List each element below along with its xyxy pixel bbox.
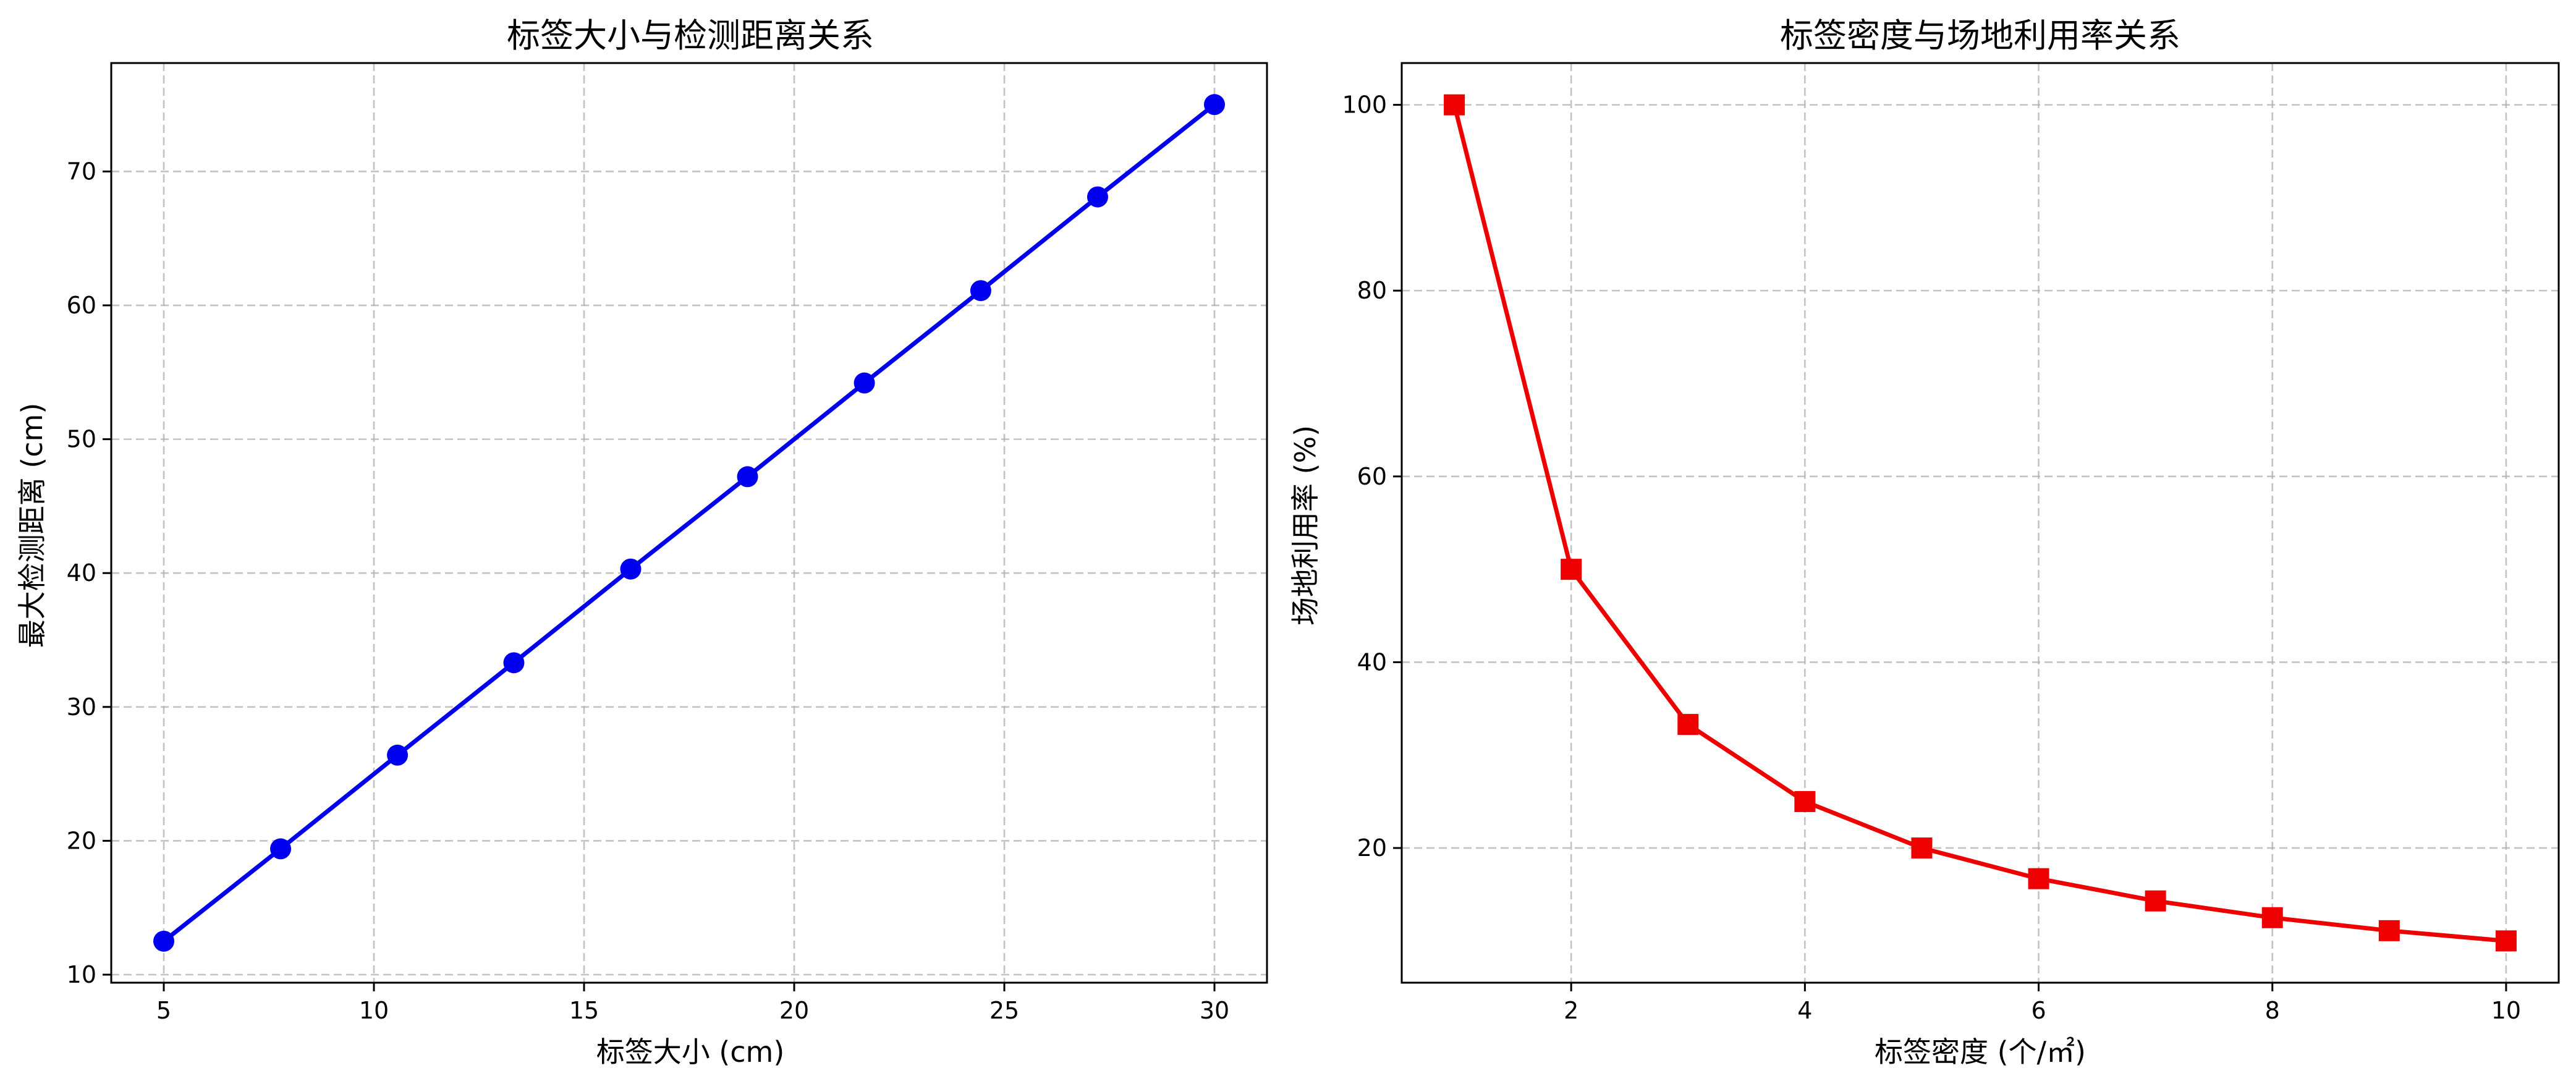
y-tick-label: 20 bbox=[67, 827, 96, 854]
plot-frame bbox=[1400, 62, 2560, 984]
data-point bbox=[1444, 94, 1465, 116]
data-point bbox=[737, 466, 758, 488]
data-point bbox=[2378, 920, 2400, 941]
grid bbox=[111, 63, 1267, 983]
data-point bbox=[620, 558, 642, 580]
y-axis-label: 场地利用率 (%) bbox=[1289, 425, 1322, 625]
y-axis-label: 最大检测距离 (cm) bbox=[15, 403, 49, 648]
y-tick-label: 100 bbox=[1342, 91, 1387, 119]
data-point bbox=[970, 280, 991, 302]
axis-ticks: 2 4 6 8 10 20 40 60 80 100 bbox=[1342, 91, 2521, 1024]
x-tick-label: 4 bbox=[1797, 997, 1812, 1024]
axis-ticks: 5 10 15 20 25 30 10 20 30 40 50 60 70 bbox=[67, 158, 1230, 1024]
y-tick-label: 10 bbox=[67, 961, 96, 988]
x-tick-label: 25 bbox=[989, 997, 1019, 1024]
plot-frame bbox=[110, 62, 1268, 984]
data-point bbox=[1204, 94, 1225, 116]
data-point bbox=[2495, 930, 2517, 952]
data-point bbox=[1561, 559, 1582, 580]
x-tick-label: 5 bbox=[156, 997, 171, 1024]
x-tick-label: 2 bbox=[1564, 997, 1578, 1024]
data-point bbox=[387, 744, 409, 766]
data-point bbox=[503, 652, 525, 674]
y-tick-label: 40 bbox=[1357, 648, 1387, 676]
y-tick-label: 40 bbox=[67, 559, 96, 587]
x-tick-label: 10 bbox=[2491, 997, 2521, 1024]
x-tick-label: 8 bbox=[2265, 997, 2280, 1024]
data-point bbox=[2028, 868, 2049, 889]
chart-title: 标签大小与检测距离关系 bbox=[507, 16, 874, 55]
x-tick-label: 6 bbox=[2031, 997, 2046, 1024]
x-tick-label: 30 bbox=[1200, 997, 1229, 1024]
data-point bbox=[1677, 714, 1699, 735]
series-line bbox=[162, 103, 1216, 943]
grid bbox=[1402, 63, 2559, 983]
data-point bbox=[270, 838, 292, 860]
data-series bbox=[1444, 94, 2517, 952]
chart-title: 标签密度与场地利用率关系 bbox=[1780, 16, 2180, 55]
x-tick-label: 10 bbox=[359, 997, 389, 1024]
chart-detection-distance: 标签大小与检测距离关系 标签大小 (cm) 最大检测距离 (cm) 5 10 15 2… bbox=[15, 16, 1268, 1069]
data-series bbox=[153, 94, 1225, 952]
x-axis-label: 标签大小 (cm) bbox=[596, 1035, 785, 1069]
data-point bbox=[854, 372, 875, 394]
x-tick-label: 15 bbox=[569, 997, 599, 1024]
y-tick-label: 20 bbox=[1357, 834, 1387, 862]
data-point bbox=[153, 930, 174, 952]
y-tick-label: 50 bbox=[67, 426, 96, 453]
y-tick-label: 80 bbox=[1357, 277, 1387, 304]
y-tick-label: 60 bbox=[1357, 463, 1387, 490]
data-point bbox=[2261, 907, 2283, 928]
series-line bbox=[1452, 104, 2507, 943]
x-axis-label: 标签密度 (个/㎡) bbox=[1875, 1035, 2086, 1069]
y-tick-label: 60 bbox=[67, 292, 96, 319]
x-tick-label: 20 bbox=[779, 997, 809, 1024]
data-point bbox=[1911, 837, 1933, 859]
y-tick-label: 70 bbox=[67, 158, 96, 185]
data-point bbox=[1087, 186, 1108, 208]
data-point bbox=[1794, 790, 1816, 812]
y-tick-label: 30 bbox=[67, 693, 96, 721]
chart-site-utilization: 标签密度与场地利用率关系 标签密度 (个/㎡) 场地利用率 (%) 2 4 6 8 10… bbox=[1289, 16, 2560, 1069]
data-point bbox=[2145, 890, 2166, 912]
